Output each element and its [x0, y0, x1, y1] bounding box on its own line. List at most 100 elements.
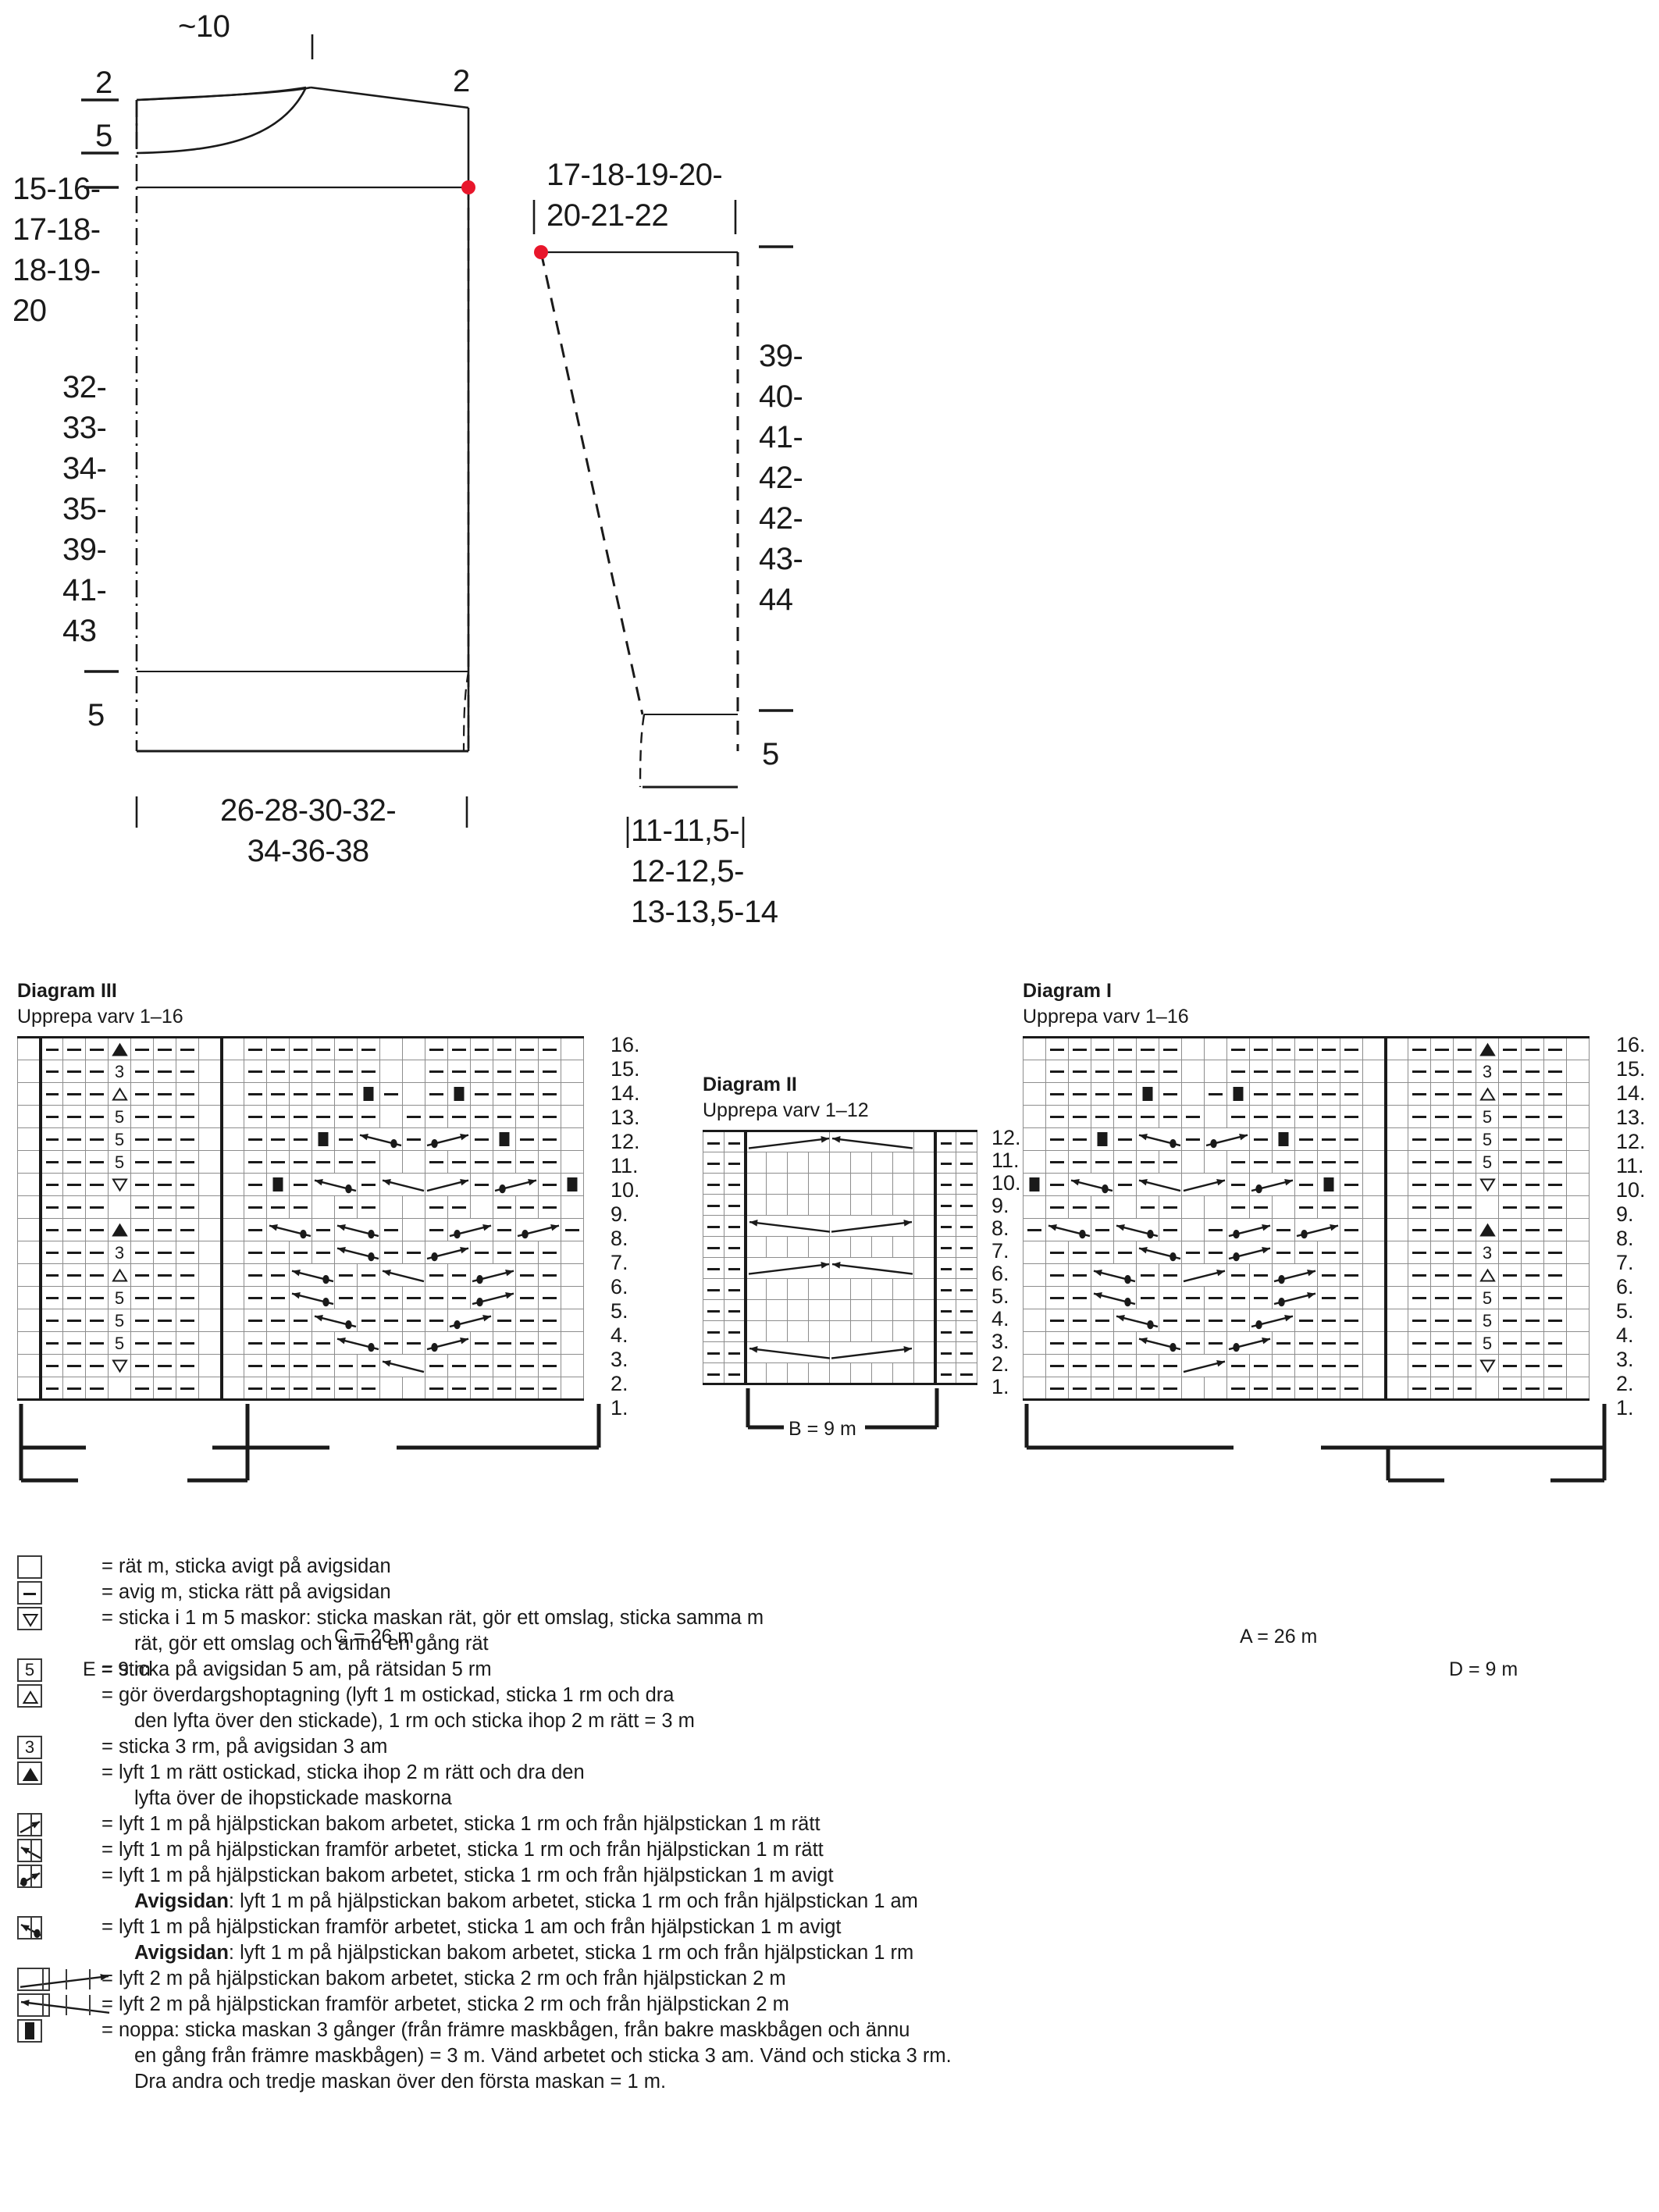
chart-cell-cable-left-dot[interactable]: [289, 1263, 335, 1287]
chart-cell-purl[interactable]: [38, 1082, 63, 1106]
chart-cell-purl[interactable]: [1521, 1331, 1544, 1355]
chart-cell-purl[interactable]: [289, 1060, 312, 1083]
chart-cell-purl[interactable]: [1091, 1309, 1114, 1332]
chart-cell-purl[interactable]: [1272, 1150, 1295, 1174]
chart-cell-purl[interactable]: [1521, 1354, 1544, 1377]
chart-cell-purl[interactable]: [334, 1354, 358, 1377]
chart-cell-purl[interactable]: [85, 1331, 109, 1355]
chart-cell-knit[interactable]: [1566, 1309, 1590, 1332]
chart-cell-knit[interactable]: [402, 1150, 425, 1174]
chart-cell-purl[interactable]: [153, 1309, 176, 1332]
chart-cell-purl[interactable]: [289, 1150, 312, 1174]
chart-cell-purl[interactable]: [1408, 1127, 1431, 1151]
chart-cell-purl[interactable]: [1521, 1082, 1544, 1106]
chart-cell-purl[interactable]: [956, 1362, 977, 1385]
chart-cell-tri-up-filled[interactable]: [108, 1218, 131, 1241]
chart-cell-purl[interactable]: [1521, 1173, 1544, 1196]
chart-cell-cable-right-dot[interactable]: [1249, 1309, 1295, 1332]
chart-cell-knit[interactable]: [1204, 1105, 1227, 1128]
chart-cell-purl[interactable]: [538, 1082, 561, 1106]
chart-cell-knit[interactable]: [198, 1263, 223, 1287]
chart-cell-purl[interactable]: [724, 1341, 747, 1363]
chart-cell-5[interactable]: 5: [1476, 1331, 1499, 1355]
chart-cell-cable-right-dot[interactable]: [470, 1286, 516, 1309]
chart-cell-purl[interactable]: [1272, 1082, 1295, 1106]
chart-cell-purl[interactable]: [1226, 1173, 1250, 1196]
chart-cell-purl[interactable]: [1136, 1150, 1159, 1174]
chart-cell-3[interactable]: 3: [108, 1241, 131, 1264]
chart-cell-purl[interactable]: [1543, 1286, 1567, 1309]
chart-cell-purl[interactable]: [153, 1060, 176, 1083]
chart-cell-purl[interactable]: [38, 1036, 63, 1060]
chart-cell-knit[interactable]: [219, 1241, 244, 1264]
chart-cell-purl[interactable]: [1113, 1377, 1137, 1401]
chart-cell-knit[interactable]: [1383, 1195, 1408, 1219]
chart-cell-knit[interactable]: [1383, 1218, 1408, 1241]
chart-cell-purl[interactable]: [1068, 1263, 1091, 1287]
chart-cell-purl[interactable]: [1204, 1309, 1227, 1332]
chart-cell-knit[interactable]: [1181, 1150, 1205, 1174]
chart-cell-knit[interactable]: [561, 1377, 584, 1401]
chart-cell-knit[interactable]: [17, 1286, 42, 1309]
chart-cell-purl[interactable]: [1181, 1105, 1205, 1128]
chart-cell-purl[interactable]: [130, 1060, 154, 1083]
chart-cell-cable-right-dot[interactable]: [447, 1218, 493, 1241]
chart-cell-knit[interactable]: [913, 1194, 937, 1216]
chart-cell-purl[interactable]: [493, 1036, 516, 1060]
chart-cell-purl[interactable]: [1498, 1354, 1522, 1377]
chart-cell-knit[interactable]: [198, 1060, 223, 1083]
chart-cell-knit[interactable]: [743, 1152, 767, 1174]
chart-cell-knit[interactable]: [829, 1362, 851, 1385]
chart-cell-purl[interactable]: [379, 1286, 403, 1309]
chart-cell-purl[interactable]: [1498, 1377, 1522, 1401]
chart-cell-knit[interactable]: [108, 1195, 131, 1219]
chart-cell-knit[interactable]: [1383, 1173, 1408, 1196]
chart-cell-purl[interactable]: [1249, 1036, 1273, 1060]
chart-cell-knit[interactable]: [402, 1036, 425, 1060]
chart-cell-purl[interactable]: [447, 1286, 471, 1309]
chart-cell-knit[interactable]: [787, 1152, 809, 1174]
chart-cell-purl[interactable]: [1543, 1105, 1567, 1128]
chart-cell-bobble[interactable]: [1091, 1127, 1114, 1151]
chart-cell-knit[interactable]: [379, 1377, 403, 1401]
chart-cell-purl[interactable]: [1543, 1150, 1567, 1174]
chart-cell-purl[interactable]: [244, 1218, 267, 1241]
chart-cell-purl[interactable]: [1408, 1263, 1431, 1287]
chart-cell-purl[interactable]: [538, 1060, 561, 1083]
chart-cell-cable-left[interactable]: [379, 1263, 425, 1287]
chart-cell-purl[interactable]: [724, 1320, 747, 1342]
chart-cell-purl[interactable]: [312, 1082, 335, 1106]
chart-cell-cable-left[interactable]: [743, 1215, 830, 1237]
chart-cell-knit[interactable]: [17, 1150, 42, 1174]
chart-cell-knit[interactable]: [1204, 1060, 1227, 1083]
chart-cell-purl[interactable]: [176, 1036, 199, 1060]
chart-cell-purl[interactable]: [724, 1299, 747, 1321]
chart-cell-purl[interactable]: [244, 1195, 267, 1219]
chart-cell-knit[interactable]: [1362, 1036, 1387, 1060]
chart-cell-purl[interactable]: [1091, 1195, 1114, 1219]
chart-cell-purl[interactable]: [1159, 1195, 1182, 1219]
chart-cell-purl[interactable]: [244, 1263, 267, 1287]
chart-cell-knit[interactable]: [1362, 1195, 1387, 1219]
chart-cell-purl[interactable]: [1521, 1060, 1544, 1083]
chart-cell-purl[interactable]: [933, 1257, 956, 1279]
chart-cell-purl[interactable]: [1159, 1082, 1182, 1106]
chart-cell-knit[interactable]: [1362, 1105, 1387, 1128]
chart-cell-purl[interactable]: [266, 1195, 290, 1219]
chart-cell-purl[interactable]: [334, 1195, 358, 1219]
chart-cell-purl[interactable]: [425, 1286, 448, 1309]
chart-cell-knit[interactable]: [1566, 1241, 1590, 1264]
chart-cell-purl[interactable]: [493, 1331, 516, 1355]
chart-cell-purl[interactable]: [1430, 1354, 1454, 1377]
chart-cell-purl[interactable]: [1113, 1150, 1137, 1174]
chart-cell-purl[interactable]: [266, 1150, 290, 1174]
chart-cell-knit[interactable]: [1023, 1150, 1046, 1174]
chart-cell-5[interactable]: 5: [108, 1286, 131, 1309]
chart-cell-purl[interactable]: [62, 1263, 86, 1287]
chart-cell-bobble[interactable]: [1317, 1173, 1340, 1196]
chart-cell-knit[interactable]: [1383, 1377, 1408, 1401]
chart-cell-knit[interactable]: [17, 1036, 42, 1060]
chart-cell-purl[interactable]: [62, 1060, 86, 1083]
chart-cell-knit[interactable]: [198, 1241, 223, 1264]
chart-cell-purl[interactable]: [62, 1286, 86, 1309]
